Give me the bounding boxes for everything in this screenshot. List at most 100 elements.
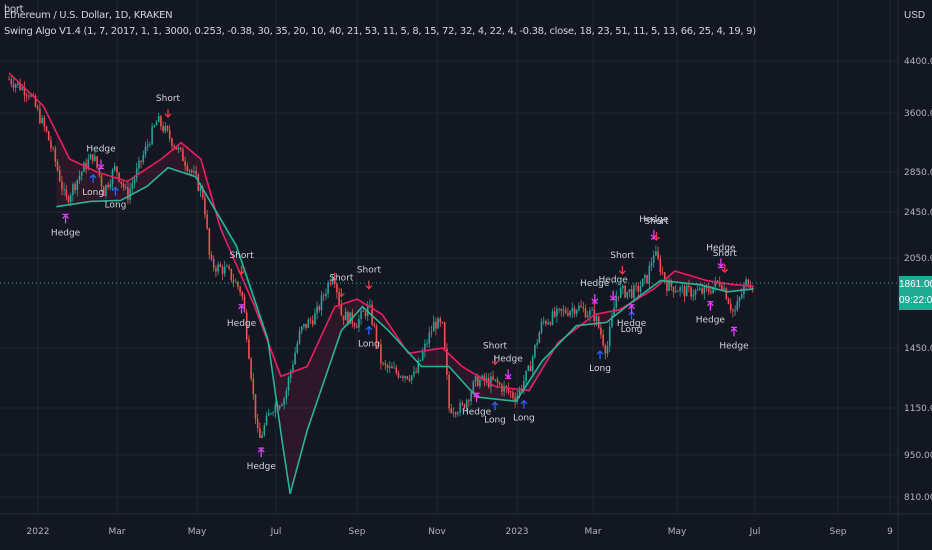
candle-body	[494, 379, 497, 381]
candle-body	[173, 146, 175, 148]
candle-body	[424, 343, 426, 352]
candle-body	[146, 144, 149, 147]
candle-body	[122, 183, 125, 188]
ma-ribbon-segment	[748, 285, 751, 290]
ma-ribbon-segment	[416, 352, 419, 361]
candle-body	[272, 412, 274, 414]
signal-label: Long	[82, 188, 104, 198]
ma-ribbon-segment	[734, 284, 737, 292]
candle-body	[749, 286, 752, 288]
candle-body	[428, 332, 431, 344]
ma-ribbon-segment	[454, 359, 457, 373]
candle-body	[8, 79, 10, 81]
signal-label: Hedge	[462, 407, 492, 417]
candle-body	[490, 376, 492, 387]
hedge-arrow	[257, 448, 265, 458]
signal-label: Hedge	[719, 341, 749, 351]
slow-ma-line	[56, 166, 754, 495]
candle-body	[633, 285, 635, 298]
ma-ribbon-segment	[484, 379, 487, 398]
ma-ribbon-segment	[268, 340, 271, 343]
ma-ribbon-segment	[64, 147, 67, 206]
candle-body	[437, 318, 439, 329]
candle-body	[446, 348, 448, 375]
candle-body	[226, 266, 228, 268]
ma-ribbon-segment	[666, 278, 669, 282]
candle-body	[305, 323, 307, 328]
hedge-arrow	[238, 304, 246, 314]
signal-label: Long	[484, 415, 506, 425]
ma-ribbon-segment	[440, 348, 443, 367]
indicator-title[interactable]: Swing Algo V1.4 (1, 7, 2017, 1, 1, 3000,…	[4, 26, 756, 37]
candle-body	[619, 288, 622, 298]
ma-ribbon-segment	[592, 316, 595, 324]
ma-ribbon-segment	[260, 313, 263, 321]
candle-body	[311, 320, 314, 325]
chart-legend: hort Ethereum / U.S. Dollar, 1D, KRAKEN …	[4, 4, 756, 40]
ma-ribbon-segment	[158, 160, 161, 176]
candle-body	[133, 178, 136, 184]
candle-body	[481, 375, 483, 380]
candle-body	[300, 326, 303, 332]
ma-ribbon-segment	[280, 374, 283, 427]
candle-body	[474, 376, 477, 382]
ma-ribbon-segment	[604, 312, 607, 323]
signal-label: Hedge	[599, 276, 629, 286]
hedge-above-arrow	[504, 369, 512, 379]
long-arrow	[491, 401, 499, 411]
candle-body	[694, 290, 697, 295]
candle-body	[501, 384, 503, 392]
ma-ribbon-segment	[96, 171, 99, 202]
candle-body	[740, 294, 743, 298]
ma-ribbon-segment	[486, 381, 489, 399]
candle-body	[415, 371, 417, 373]
ma-ribbon-segment	[448, 353, 451, 367]
symbol-title[interactable]: Ethereum / U.S. Dollar, 1D, KRAKEN	[4, 10, 173, 21]
candle-body	[450, 408, 453, 414]
candle-body	[459, 402, 461, 413]
candle-body	[384, 363, 387, 366]
ma-ribbon-segment	[136, 175, 139, 192]
candle-body	[234, 281, 237, 283]
candle-body	[606, 346, 609, 354]
candle-body	[298, 331, 301, 344]
ma-ribbon-segment	[534, 372, 537, 382]
hedge-arrow	[473, 393, 481, 403]
candle-body	[714, 280, 717, 287]
candle-body	[556, 308, 558, 317]
ma-ribbon-segment	[212, 197, 215, 204]
ma-ribbon-segment	[678, 272, 681, 283]
candle-body	[267, 413, 270, 416]
ma-ribbon-segment	[354, 300, 357, 316]
ma-ribbon-segment	[332, 311, 335, 354]
ma-ribbon-segment	[190, 150, 193, 175]
candle-body	[637, 285, 640, 292]
candle-body	[281, 404, 283, 406]
ma-ribbon-segment	[716, 282, 719, 289]
ma-ribbon-segment	[746, 285, 749, 290]
candle-body	[322, 295, 325, 297]
candle-body	[21, 87, 24, 90]
candle-body	[448, 374, 450, 409]
ma-ribbon-segment	[610, 311, 613, 320]
candle-body	[296, 343, 299, 353]
ma-ribbon-segment	[722, 282, 725, 291]
candle-body	[650, 262, 653, 267]
ma-ribbon-segment	[176, 146, 179, 171]
candle-body	[463, 404, 466, 409]
ma-ribbon-segment	[232, 238, 235, 253]
candle-body	[364, 311, 367, 316]
candle-body	[529, 365, 532, 372]
candle-body	[397, 372, 400, 378]
ma-ribbon-segment	[706, 280, 709, 287]
signal-label: Short	[229, 251, 254, 261]
candle-body	[74, 184, 76, 190]
candle-body	[263, 425, 266, 436]
ma-ribbon-segment	[504, 387, 507, 401]
ma-ribbon-segment	[92, 169, 95, 202]
ma-ribbon-segment	[616, 310, 619, 315]
ma-ribbon-segment	[750, 285, 753, 290]
candle-body	[120, 181, 123, 184]
